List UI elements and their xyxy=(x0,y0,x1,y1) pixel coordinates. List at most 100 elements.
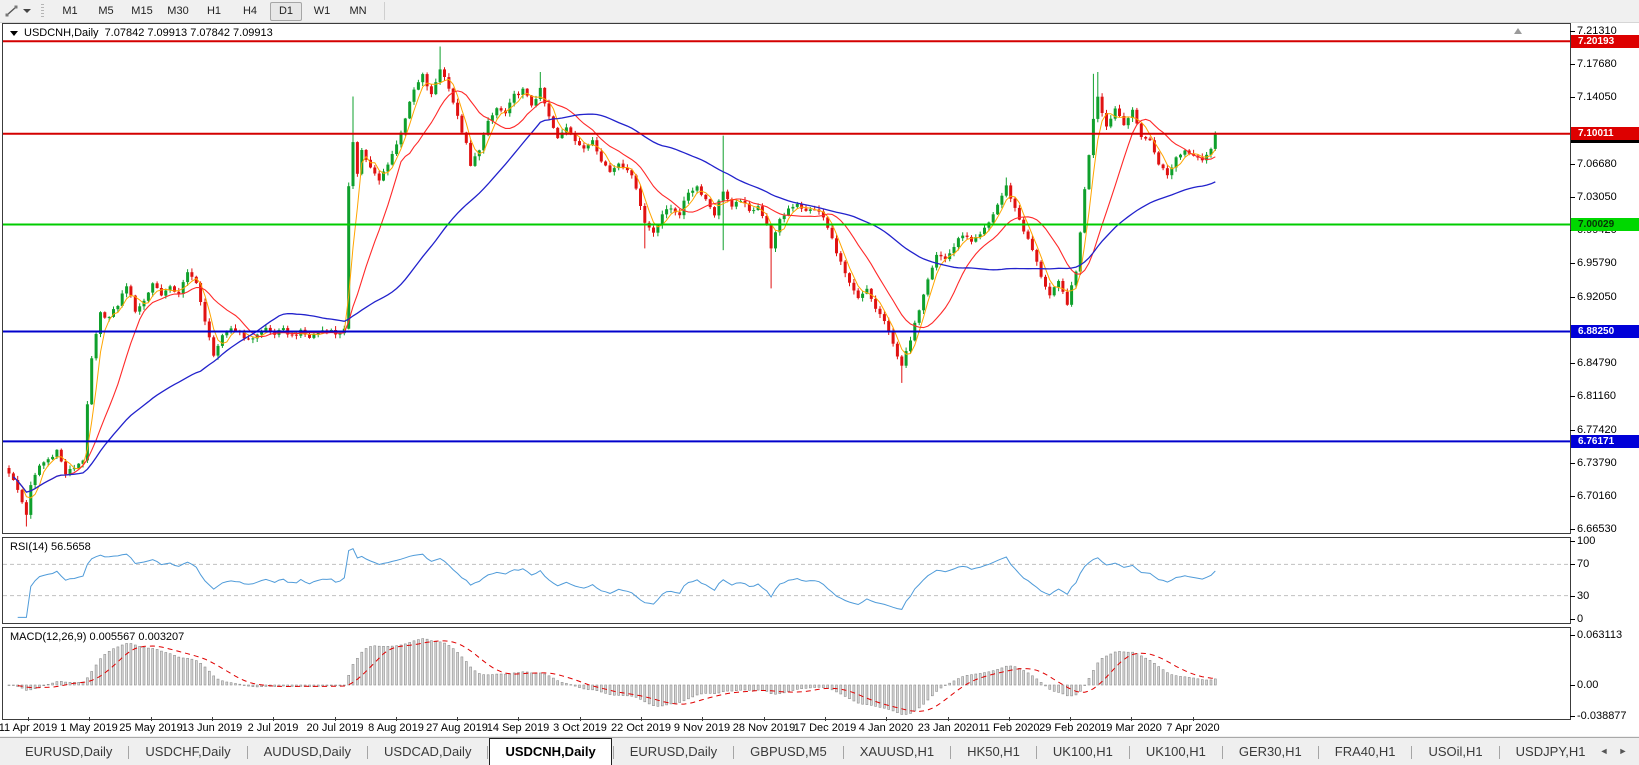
tab-separator xyxy=(487,746,489,759)
chart-tab-eurusd-daily[interactable]: EURUSD,Daily xyxy=(25,744,113,759)
price-tick-label: 6.84790 xyxy=(1570,357,1637,369)
toolbar-grip[interactable] xyxy=(41,3,44,19)
price-tick-label: 6.81160 xyxy=(1570,390,1637,402)
tab-separator xyxy=(246,746,248,759)
rsi-chart xyxy=(3,548,1570,618)
date-label: 11 Feb 2020 xyxy=(978,722,1040,734)
chart-tab-fra40-h1[interactable]: FRA40,H1 xyxy=(1334,744,1396,759)
date-axis-tick xyxy=(273,717,274,721)
timeframe-button-d1[interactable]: D1 xyxy=(270,1,302,21)
date-axis-tick xyxy=(948,717,949,721)
chart-tab-uk100-h1[interactable]: UK100,H1 xyxy=(1145,744,1206,759)
timeframe-button-m30[interactable]: M30 xyxy=(167,4,189,17)
line-tool-button[interactable] xyxy=(4,3,31,19)
date-axis-tick xyxy=(28,717,29,721)
timeframe-button-m1[interactable]: M1 xyxy=(62,4,78,17)
chart-tab-usoil-h1[interactable]: USOil,H1 xyxy=(1428,744,1483,759)
chart-tab-xauusd-h1[interactable]: XAUUSD,H1 xyxy=(859,744,935,759)
timeframe-button-m15[interactable]: M15 xyxy=(131,4,153,17)
chart-tab-usdcnh-daily[interactable]: USDCNH,Daily xyxy=(489,738,612,765)
chart-tab-usdchf-daily[interactable]: USDCHF,Daily xyxy=(145,744,231,759)
price-tick-label: 6.73790 xyxy=(1570,457,1637,469)
hline-price-badge: 7.00029 xyxy=(1571,217,1639,231)
tab-separator xyxy=(1035,746,1037,759)
tab-separator xyxy=(1317,746,1319,759)
chart-shift-marker xyxy=(1514,28,1522,34)
toolbar-separator xyxy=(384,2,385,20)
dropdown-caret-icon[interactable] xyxy=(23,9,31,13)
date-label: 14 Sep 2019 xyxy=(486,722,550,734)
chart-tab-audusd-daily[interactable]: AUDUSD,Daily xyxy=(263,744,352,759)
tab-scroll-left-icon[interactable]: ◄ xyxy=(1599,746,1609,756)
date-axis-tick xyxy=(702,717,703,721)
date-axis-tick xyxy=(518,717,519,721)
price-chart-panel[interactable]: USDCNH,Daily 7.07842 7.09913 7.07842 7.0… xyxy=(2,23,1571,534)
date-label: 17 Dec 2019 xyxy=(793,722,857,734)
date-axis-tick xyxy=(825,717,826,721)
chart-tab-hk50-h1[interactable]: HK50,H1 xyxy=(967,744,1020,759)
tab-scroll-right-icon[interactable]: ► xyxy=(1618,746,1628,756)
price-tick-label: 6.95790 xyxy=(1570,257,1637,269)
macd-tick-label: 0.063113 xyxy=(1570,629,1637,641)
date-axis-tick xyxy=(396,717,397,721)
chart-tab-usdjpy-h1[interactable]: USDJPY,H1 xyxy=(1515,744,1586,759)
date-label: 8 Aug 2019 xyxy=(368,722,424,734)
macd-label: MACD(12,26,9) 0.005567 0.003207 xyxy=(10,631,185,643)
tab-separator xyxy=(367,746,369,759)
date-axis-tick xyxy=(580,717,581,721)
date-label: 2 Jul 2019 xyxy=(247,722,299,734)
macd-tick-label: -0.038877 xyxy=(1570,710,1637,722)
date-axis-tick xyxy=(886,717,887,721)
timeframe-button-w1[interactable]: W1 xyxy=(313,4,331,17)
timeframe-toolbar: M1 M5 M15 M30 H1 H4 D1 W1 MN xyxy=(52,1,376,21)
timeframe-button-h1[interactable]: H1 xyxy=(206,4,222,17)
price-tick-label: 6.70160 xyxy=(1570,490,1637,502)
price-tick-label: 6.77420 xyxy=(1570,424,1637,436)
tab-separator xyxy=(1498,746,1500,759)
date-axis-tick xyxy=(212,717,213,721)
date-label: 22 Oct 2019 xyxy=(611,722,671,734)
chart-title: USDCNH,Daily 7.07842 7.09913 7.07842 7.0… xyxy=(10,27,273,39)
date-label: 20 Jul 2019 xyxy=(306,722,364,734)
date-axis-tick xyxy=(764,717,765,721)
rsi-label: RSI(14) 56.5658 xyxy=(10,541,91,553)
date-label: 27 Aug 2019 xyxy=(426,722,488,734)
tab-separator xyxy=(950,746,952,759)
date-axis-tick xyxy=(1131,717,1132,721)
hline-price-badge: 6.76171 xyxy=(1571,434,1639,448)
price-tick-label: 7.21310 xyxy=(1570,25,1637,37)
price-tick-label: 6.66530 xyxy=(1570,523,1637,535)
macd-indicator-panel: MACD(12,26,9) 0.005567 0.003207 xyxy=(2,627,1571,720)
date-label: 29 Feb 2020 xyxy=(1039,722,1101,734)
tab-separator xyxy=(1411,746,1413,759)
timeframe-button-m5[interactable]: M5 xyxy=(98,4,114,17)
date-label: 28 Nov 2019 xyxy=(732,722,796,734)
chart-tab-uk100-h1[interactable]: UK100,H1 xyxy=(1052,744,1113,759)
chart-symbol-title: USDCNH,Daily xyxy=(24,27,99,39)
timeframe-button-h4[interactable]: H4 xyxy=(242,4,258,17)
date-label: 7 Apr 2020 xyxy=(1166,722,1220,734)
date-axis-tick xyxy=(151,717,152,721)
chart-ohlc-values: 7.07842 7.09913 7.07842 7.09913 xyxy=(104,27,273,39)
tab-separator xyxy=(1221,746,1223,759)
rsi-tick-label: 70 xyxy=(1570,558,1637,570)
collapse-caret-icon[interactable] xyxy=(10,30,18,36)
tab-separator xyxy=(733,746,735,759)
price-tick-label: 7.14050 xyxy=(1570,91,1637,103)
rsi-indicator-panel: RSI(14) 56.5658 xyxy=(2,537,1571,624)
candlestick-chart[interactable] xyxy=(3,24,1570,533)
chart-tab-eurusd-daily[interactable]: EURUSD,Daily xyxy=(629,744,718,759)
date-label: 11 Apr 2019 xyxy=(0,722,58,734)
chart-tab-bar: EURUSD,Daily USDCHF,Daily AUDUSD,Daily USDC… xyxy=(0,737,1639,765)
chart-tab-ger30-h1[interactable]: GER30,H1 xyxy=(1238,744,1302,759)
macd-chart xyxy=(7,638,1217,715)
chart-workspace: USDCNH,Daily 7.07842 7.09913 7.07842 7.0… xyxy=(0,23,1639,736)
date-axis-tick xyxy=(1009,717,1010,721)
date-label: 3 Oct 2019 xyxy=(553,722,607,734)
top-toolbar: M1 M5 M15 M30 H1 H4 D1 W1 MN xyxy=(0,0,1639,23)
chart-tab-gbpusd-m5[interactable]: GBPUSD,M5 xyxy=(750,744,827,759)
date-axis-tick xyxy=(1193,717,1194,721)
chart-tab-usdcad-daily[interactable]: USDCAD,Daily xyxy=(384,744,472,759)
rsi-tick-label: 30 xyxy=(1570,590,1637,602)
timeframe-button-mn[interactable]: MN xyxy=(349,4,367,17)
